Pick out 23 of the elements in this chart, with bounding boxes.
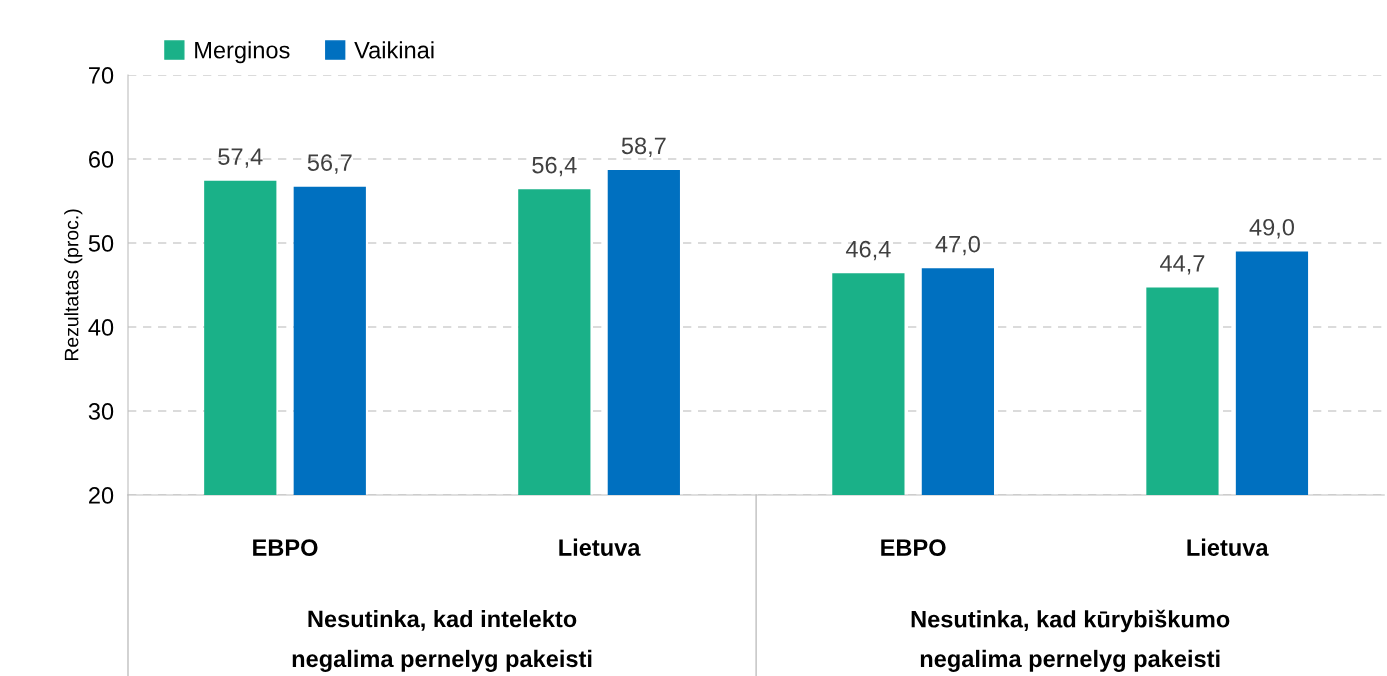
x-tick-label: Lietuva — [1187, 538, 1269, 556]
data-label: 58,7 — [621, 137, 666, 157]
x-tick-label: EBPO — [881, 539, 946, 556]
data-label: 47,0 — [935, 235, 980, 256]
x-tick-label: Lietuva — [559, 538, 641, 556]
data-label: 46,4 — [845, 240, 891, 261]
legend-label: Vaikinai — [354, 41, 434, 59]
data-label: 57,4 — [218, 148, 263, 168]
y-tick-label: 40 — [88, 319, 114, 336]
y-tick-label: 70 — [89, 67, 114, 84]
data-label: 49,0 — [1249, 218, 1295, 239]
y-tick-label: 60 — [89, 151, 114, 168]
y-axis-title: Rezultatas (proc.) — [64, 209, 83, 361]
data-label: 56,7 — [307, 154, 352, 174]
legend-label: Merginos — [195, 41, 290, 64]
text: Nesutinka, kad intelekto negalima pernelyg pakeisti — [292, 609, 592, 672]
x-tick-label: EBPO — [253, 539, 318, 556]
y-tick-label: 20 — [89, 487, 114, 504]
text: Nesutinka, kad kūrybiškumo negalima pernelyg pakeisti — [911, 609, 1230, 672]
data-label: 56,4 — [532, 156, 577, 177]
y-tick-label: 30 — [88, 403, 114, 420]
y-tick-label: 50 — [88, 235, 114, 252]
data-label: 44,7 — [1160, 255, 1205, 275]
